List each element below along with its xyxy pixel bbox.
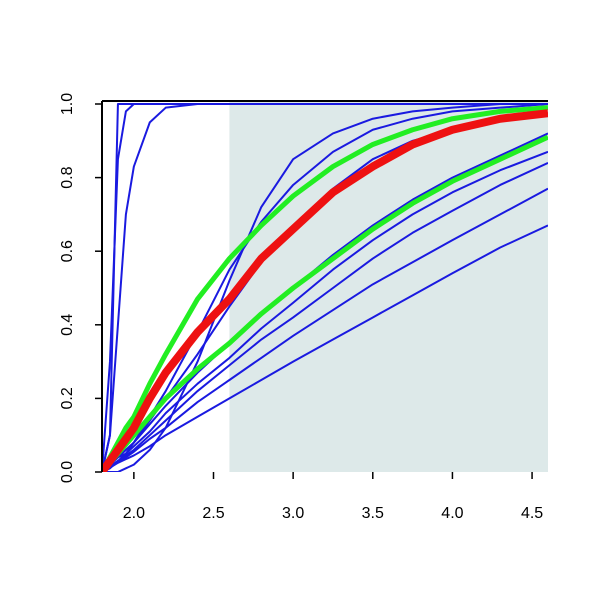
y-tick-label: 0.2 xyxy=(59,387,76,409)
y-tick-label: 0.4 xyxy=(59,314,76,336)
x-tick-label: 4.5 xyxy=(521,505,543,522)
line-series xyxy=(102,187,548,472)
line-series xyxy=(102,109,548,472)
line-series xyxy=(102,103,548,472)
line-series xyxy=(102,224,548,472)
line-series xyxy=(102,103,548,472)
x-tick-label: 3.5 xyxy=(362,505,384,522)
y-tick-label: 0.8 xyxy=(59,166,76,188)
y-tick-label: 1.0 xyxy=(59,93,76,115)
line-series xyxy=(102,161,548,472)
y-tick-label: 0.0 xyxy=(59,461,76,483)
x-tick-label: 2.0 xyxy=(123,505,145,522)
line-series xyxy=(102,105,548,472)
x-tick-label: 2.5 xyxy=(202,505,224,522)
line-series xyxy=(102,103,548,472)
line-series xyxy=(102,150,548,472)
y-tick-label: 0.6 xyxy=(59,240,76,262)
x-tick-label: 4.0 xyxy=(441,505,463,522)
x-tick-label: 3.0 xyxy=(282,505,304,522)
